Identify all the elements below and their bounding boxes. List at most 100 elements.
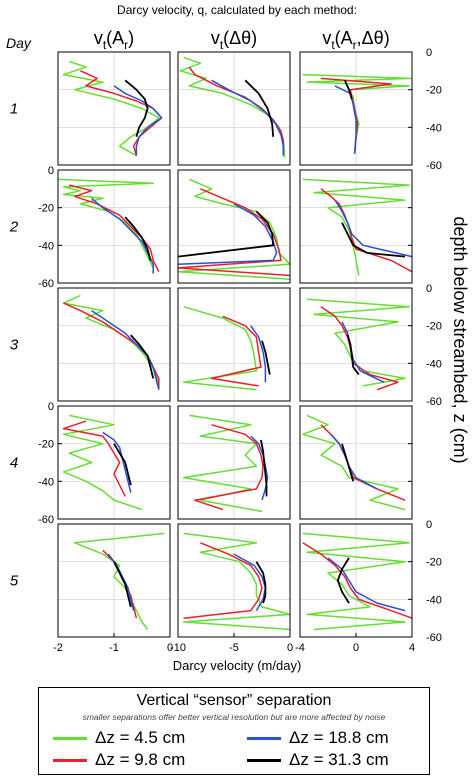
panel-5-1: -2 -1 0 xyxy=(53,523,173,654)
series-line xyxy=(302,542,412,619)
y-tick-label: -40 xyxy=(426,122,442,134)
y-tick-label: -60 xyxy=(38,278,54,290)
column-title: vt(Ar) xyxy=(94,28,134,52)
day-label: 2 xyxy=(9,219,19,236)
y-tick-label: -60 xyxy=(426,160,442,172)
panel-frame xyxy=(177,169,291,284)
y-tick-label: -40 xyxy=(426,358,442,370)
series-line xyxy=(178,188,290,277)
series-line xyxy=(58,178,154,269)
x-axis-label: Darcy velocity (m/day) xyxy=(173,658,302,673)
series-group xyxy=(62,414,143,511)
y-tick-label: -20 xyxy=(38,439,54,451)
legend-item: Δz = 18.8 cm xyxy=(247,728,389,748)
legend-swatch-blue xyxy=(247,736,281,740)
panel-5-3: 0-20-40-60-4 0 4 xyxy=(295,519,442,654)
y-tick-label: 0 xyxy=(48,401,54,413)
series-line xyxy=(69,184,160,273)
legend-item: Δz = 4.5 cm xyxy=(53,728,185,748)
series-line xyxy=(113,443,132,486)
series-line xyxy=(178,210,275,258)
legend-title: Vertical “sensor” separation xyxy=(136,692,332,709)
series-group xyxy=(302,178,412,276)
series-line xyxy=(182,532,290,631)
y-tick-label: -20 xyxy=(426,557,442,569)
x-tick-label: -2 xyxy=(53,642,63,654)
series-group xyxy=(182,414,269,513)
series-line xyxy=(178,178,290,280)
series-group xyxy=(302,532,412,631)
series-line xyxy=(302,414,406,511)
panel-frame xyxy=(57,405,171,520)
x-tick-label: -1 xyxy=(109,642,119,654)
legend-label: Δz = 31.3 cm xyxy=(289,750,389,769)
day-label: 4 xyxy=(10,455,18,472)
x-tick-label: 0 xyxy=(353,642,359,654)
series-line xyxy=(341,443,355,482)
panel-3-2 xyxy=(177,287,291,402)
series-group xyxy=(179,56,286,158)
legend-label: Δz = 9.8 cm xyxy=(95,750,186,769)
panel-frame xyxy=(177,51,291,166)
series-line xyxy=(302,73,412,154)
y-tick-label: 0 xyxy=(426,283,432,295)
y-tick-label: 0 xyxy=(426,47,432,59)
panel-1-2 xyxy=(177,51,291,166)
series-line xyxy=(91,309,160,390)
series-line xyxy=(188,66,285,154)
panel-frame xyxy=(299,405,413,520)
day-header: Day xyxy=(6,35,32,51)
series-group xyxy=(306,298,410,391)
x-tick-label: -10 xyxy=(170,642,186,654)
series-line xyxy=(320,306,399,391)
panel-4-3 xyxy=(299,405,413,520)
series-group xyxy=(62,60,163,157)
y-tick-label: -20 xyxy=(38,203,54,215)
series-line xyxy=(306,298,410,387)
series-line xyxy=(341,222,406,258)
panel-frame xyxy=(299,169,413,284)
series-line xyxy=(255,561,267,604)
y-tick-label: -40 xyxy=(38,476,54,488)
legend-note: smaller separations offer better vertica… xyxy=(82,712,386,722)
legend-label: Δz = 4.5 cm xyxy=(95,728,186,747)
series-line xyxy=(102,549,138,619)
series-line xyxy=(334,199,412,258)
panel-frame xyxy=(57,287,171,402)
series-line xyxy=(343,79,353,100)
panel-2-2 xyxy=(177,169,291,284)
series-line xyxy=(113,85,163,156)
series-line xyxy=(302,178,410,276)
series-line xyxy=(182,414,263,513)
series-line xyxy=(130,334,155,379)
series-line xyxy=(336,557,350,604)
column-title: vt(Ar,Δθ) xyxy=(322,28,389,52)
panel-frame xyxy=(177,287,291,402)
series-line xyxy=(182,306,258,391)
y-tick-label: -60 xyxy=(426,632,442,644)
y-tick-label: -60 xyxy=(38,514,54,526)
panel-1-3: 0 -20 -40 -60 xyxy=(299,47,442,172)
series-line xyxy=(211,79,285,156)
panel-3-3: 0 -20 -40 -60 xyxy=(299,283,442,408)
day-label: 1 xyxy=(10,101,18,118)
series-line xyxy=(346,334,360,376)
legend-swatch-green xyxy=(53,736,87,740)
series-line xyxy=(260,439,268,497)
series-line xyxy=(124,216,152,261)
series-group xyxy=(182,532,290,631)
series-line xyxy=(244,79,275,137)
panel-2-1: 0 -20 -40 -60 xyxy=(38,165,171,290)
series-line xyxy=(302,532,410,631)
series-group xyxy=(302,414,406,511)
series-line xyxy=(62,420,126,497)
y-tick-label: 0 xyxy=(48,165,54,177)
series-line xyxy=(327,557,406,612)
series-group xyxy=(74,532,165,630)
y-tick-label: -60 xyxy=(426,396,442,408)
legend-swatch-red xyxy=(53,758,87,762)
x-tick-label: 4 xyxy=(409,642,415,654)
series-line xyxy=(261,340,271,375)
legend: Vertical “sensor” separation smaller sep… xyxy=(38,687,430,775)
